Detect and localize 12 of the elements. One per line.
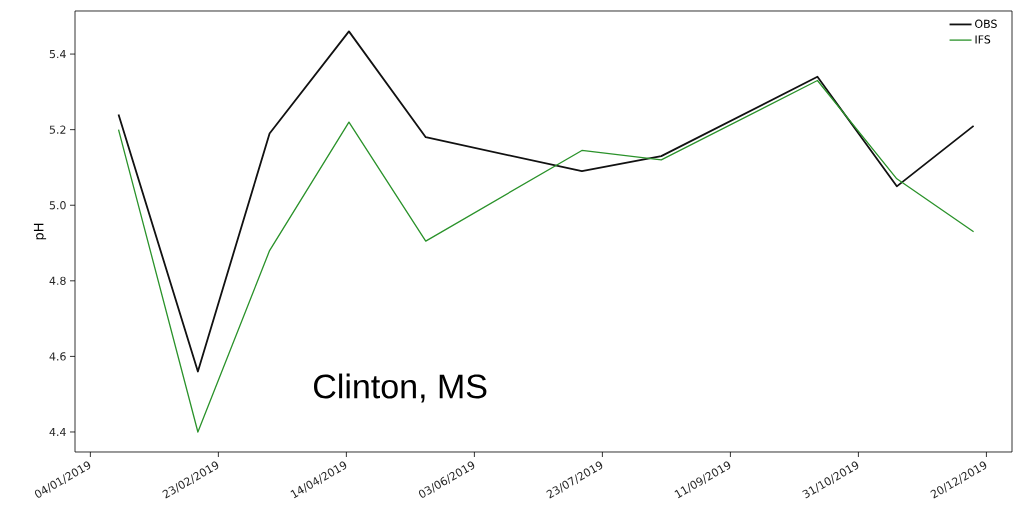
line-series (117, 30, 975, 373)
y-tick-label: 4.8 (49, 276, 66, 285)
y-tick-label: 5.4 (49, 50, 66, 59)
y-axis-title: pH (33, 223, 47, 240)
y-tick-label: 5.2 (49, 125, 66, 134)
legend-label: IFS (975, 35, 991, 44)
line-series (117, 79, 975, 433)
y-tick-label: 4.6 (49, 352, 66, 361)
legend-label: OBS (975, 19, 997, 28)
y-tick-label: 5.0 (49, 201, 66, 210)
annotation: Clinton, MS (314, 373, 487, 403)
y-tick-label: 4.4 (49, 427, 66, 436)
